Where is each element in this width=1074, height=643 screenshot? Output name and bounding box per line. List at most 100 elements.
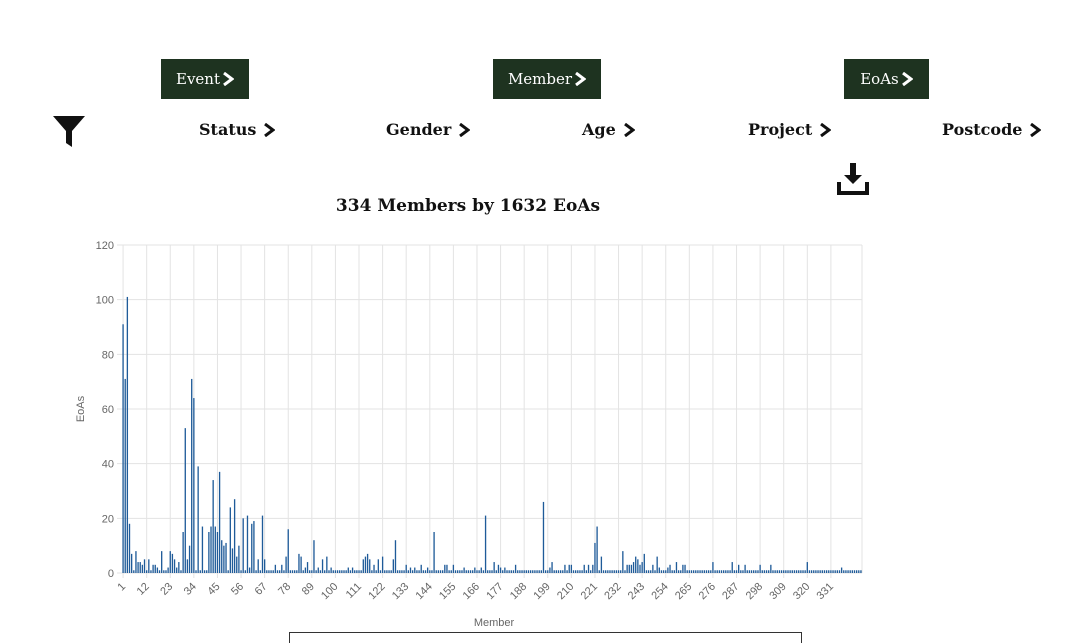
bar	[650, 570, 652, 573]
bar	[639, 564, 641, 573]
bar	[742, 570, 744, 573]
filter-age[interactable]: Age	[582, 120, 635, 139]
bar	[658, 567, 660, 573]
bar	[607, 570, 609, 573]
bar	[128, 523, 131, 573]
filter-status[interactable]: Status	[199, 120, 276, 139]
bar	[806, 562, 808, 573]
funnel-icon[interactable]	[52, 114, 86, 148]
bar	[574, 570, 577, 573]
bar	[229, 507, 231, 573]
bar	[356, 570, 358, 573]
x-tick-label: 1	[115, 581, 128, 594]
bar	[680, 570, 682, 573]
bar	[525, 570, 527, 573]
bar	[218, 471, 221, 573]
bar	[148, 559, 150, 573]
bar	[780, 570, 783, 573]
filter-postcode[interactable]: Postcode	[942, 120, 1042, 139]
bar	[420, 564, 422, 573]
bar	[381, 556, 384, 573]
x-tick-label: 287	[720, 581, 741, 602]
x-tick-label: 166	[461, 581, 482, 602]
bar	[240, 570, 242, 573]
bar	[703, 570, 706, 573]
bar	[399, 570, 401, 573]
bar	[375, 570, 377, 573]
table-box	[289, 632, 802, 643]
bar	[579, 570, 581, 573]
bar	[804, 570, 806, 573]
filter-project[interactable]: Project	[748, 120, 832, 139]
bar	[206, 570, 208, 573]
bar	[624, 570, 626, 573]
bar	[199, 570, 201, 573]
bar	[836, 570, 838, 573]
bar	[373, 564, 375, 573]
bar	[613, 570, 615, 573]
bar	[830, 570, 832, 573]
bar	[817, 570, 819, 573]
bar	[538, 570, 540, 573]
bar	[727, 570, 729, 573]
bar	[705, 570, 708, 573]
chevron-right-icon	[459, 122, 471, 137]
bar	[429, 570, 431, 573]
bar	[326, 556, 328, 573]
bar	[146, 570, 148, 573]
bar	[255, 570, 257, 573]
bar	[416, 570, 418, 573]
bar	[609, 570, 611, 573]
bar	[547, 570, 549, 573]
bar	[439, 570, 442, 573]
bar	[169, 551, 171, 573]
bar	[628, 564, 630, 573]
bar	[369, 559, 371, 573]
bar	[725, 570, 727, 573]
bar	[122, 324, 124, 573]
bar	[654, 570, 656, 573]
bar	[544, 570, 547, 573]
bar	[431, 570, 433, 573]
bar	[787, 570, 789, 573]
x-tick-label: 56	[229, 581, 246, 598]
member-button[interactable]: Member	[493, 59, 601, 99]
event-button[interactable]: Event	[161, 59, 249, 99]
bar	[534, 570, 536, 573]
bar	[304, 567, 307, 573]
eoas-button[interactable]: EoAs	[844, 59, 929, 99]
bar	[330, 567, 332, 573]
bar	[386, 570, 388, 573]
bar	[298, 553, 300, 573]
bar	[761, 570, 763, 573]
x-tick-label: 23	[158, 581, 175, 598]
bar	[351, 567, 354, 573]
bar	[270, 570, 272, 573]
bar	[291, 570, 294, 573]
download-icon[interactable]	[836, 162, 870, 196]
bar	[557, 570, 560, 573]
bar	[474, 567, 476, 573]
bar	[667, 567, 669, 573]
bar	[600, 556, 603, 573]
bar	[126, 296, 129, 573]
x-tick-label: 243	[626, 581, 647, 602]
bar	[838, 570, 841, 573]
bar	[748, 570, 751, 573]
bar	[551, 562, 553, 573]
bar	[808, 570, 811, 573]
x-tick-label: 276	[697, 581, 718, 602]
bar	[289, 570, 292, 573]
bar	[716, 570, 718, 573]
bar	[248, 567, 251, 573]
bar	[512, 570, 515, 573]
bar	[587, 564, 590, 573]
bar	[371, 570, 373, 573]
bar	[810, 570, 813, 573]
filter-gender-label: Gender	[386, 120, 452, 139]
bar	[461, 570, 463, 573]
filter-gender[interactable]: Gender	[386, 120, 471, 139]
bar	[388, 570, 390, 573]
bar	[257, 559, 259, 573]
